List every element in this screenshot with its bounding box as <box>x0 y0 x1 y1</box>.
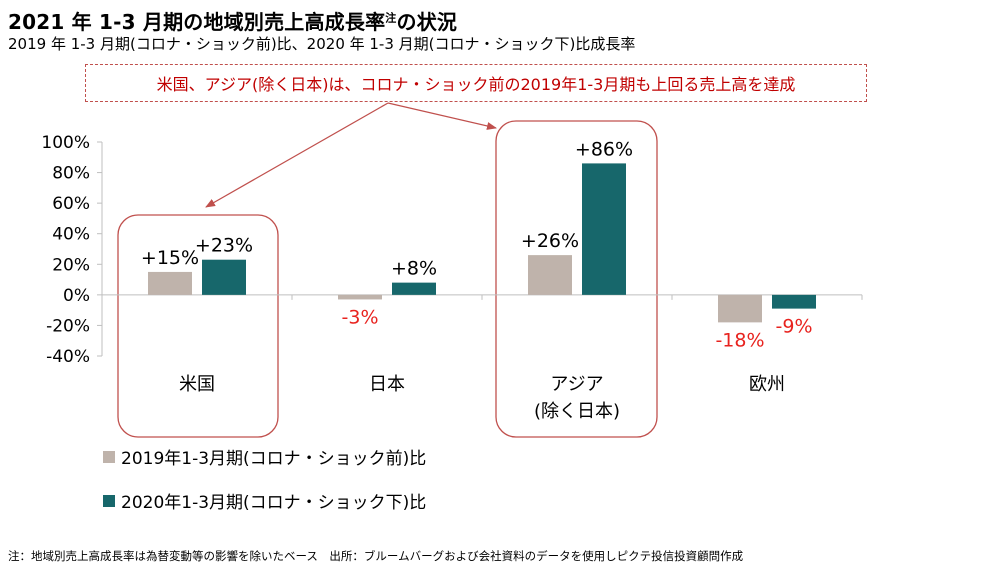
bar-series-1-3 <box>528 255 572 295</box>
data-label-series-2-3: +86% <box>575 138 633 160</box>
annotation-arrow-1 <box>205 102 389 208</box>
bar-series-2-4 <box>772 294 816 309</box>
y-tick-label: -40% <box>46 347 90 367</box>
bar-series-1-1 <box>148 271 192 295</box>
category-label-2: 日本 <box>369 374 405 395</box>
category-label-1: 米国 <box>179 374 215 395</box>
bar-series-2-3 <box>582 163 626 295</box>
legend-label-series-2: 2020年1-3月期(コロナ・ショック下)比 <box>121 493 427 513</box>
chart-subtitle: 2019 年 1-3 月期(コロナ・ショック前)比、2020 年 1-3 月期(… <box>8 35 636 53</box>
data-label-series-2-2: +8% <box>391 258 437 280</box>
data-label-series-2-1: +23% <box>195 235 253 257</box>
y-tick-label: 0% <box>63 286 90 306</box>
annotation-arrow-2 <box>387 102 497 130</box>
title-note-mark: 注 <box>385 11 397 25</box>
y-tick-label: 100% <box>41 133 90 153</box>
chart-title-suffix: の状況 <box>396 10 458 34</box>
legend-swatch-series-2 <box>103 494 115 507</box>
category-sublabel-3: (除く日本) <box>534 401 620 422</box>
bar-series-1-4 <box>718 294 762 323</box>
bar-series-2-2 <box>392 282 436 295</box>
annotation-box: 米国、アジア(除く日本)は、コロナ・ショック前の2019年1-3月期も上回る売上… <box>85 64 867 102</box>
category-label-4: 欧州 <box>749 374 785 395</box>
bar-series-1-2 <box>338 294 382 300</box>
legend-swatch-series-1 <box>103 450 115 463</box>
y-tick-label: -20% <box>46 316 90 336</box>
legend-item-series-2: 2020年1-3月期(コロナ・ショック下)比 <box>103 488 426 513</box>
chart-title: 2021 年 1-3 月期の地域別売上高成長率注の状況 <box>8 6 457 35</box>
category-label-3: アジア <box>550 374 603 395</box>
data-label-series-1-2: -3% <box>342 306 379 328</box>
legend-label-series-1: 2019年1-3月期(コロナ・ショック前)比 <box>121 449 427 469</box>
data-label-series-2-4: -9% <box>776 316 813 338</box>
footnote: 注：地域別売上高成長率は為替変動等の影響を除いたベース 出所：ブルームバーグおよ… <box>8 549 744 563</box>
y-tick-label: 40% <box>52 225 90 245</box>
annotation-text: 米国、アジア(除く日本)は、コロナ・ショック前の2019年1-3月期も上回る売上… <box>156 75 796 94</box>
legend-item-series-1: 2019年1-3月期(コロナ・ショック前)比 <box>103 444 426 469</box>
chart-title-text: 2021 年 1-3 月期の地域別売上高成長率 <box>8 10 386 34</box>
highlight-box-2 <box>495 120 658 438</box>
data-label-series-1-3: +26% <box>521 230 579 252</box>
y-tick-label: 20% <box>52 255 90 275</box>
data-label-series-1-1: +15% <box>141 247 199 269</box>
y-tick-label: 60% <box>52 194 90 214</box>
bar-series-2-1 <box>202 259 246 295</box>
y-tick-label: 80% <box>52 164 90 184</box>
data-label-series-1-4: -18% <box>715 329 764 351</box>
highlight-box-1 <box>117 214 279 438</box>
